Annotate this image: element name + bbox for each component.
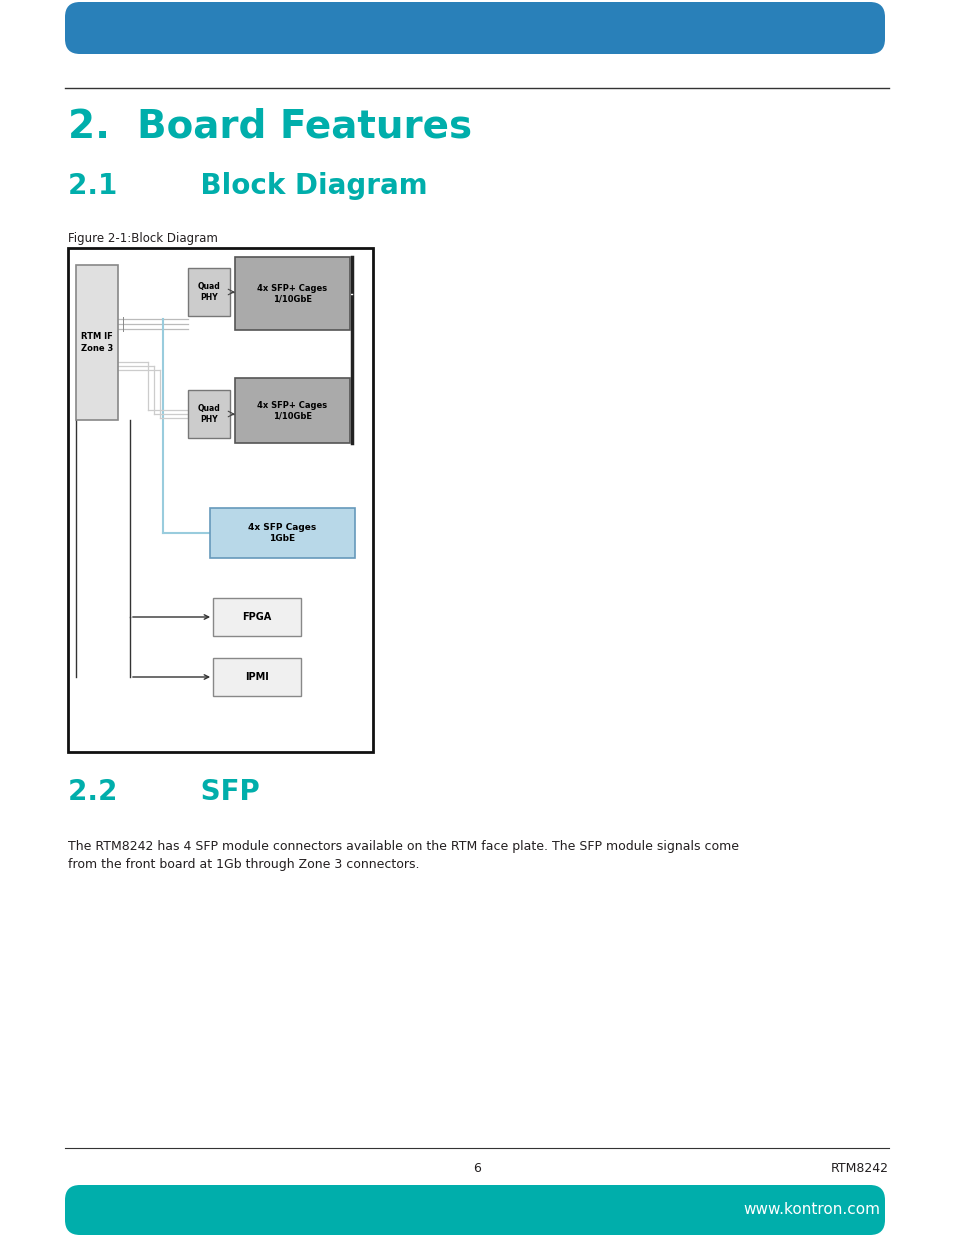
Text: Quad
PHY: Quad PHY — [197, 404, 220, 424]
Bar — [188, 390, 230, 438]
Text: 4x SFP+ Cages
1/10GbE: 4x SFP+ Cages 1/10GbE — [257, 401, 327, 420]
Bar — [76, 266, 118, 420]
Text: RTM IF
Zone 3: RTM IF Zone 3 — [81, 332, 113, 353]
FancyBboxPatch shape — [65, 1186, 884, 1235]
Text: Figure 2-1:Block Diagram: Figure 2-1:Block Diagram — [68, 232, 217, 245]
FancyBboxPatch shape — [65, 2, 884, 54]
Text: 2.2   SFP: 2.2 SFP — [68, 778, 259, 806]
Bar — [234, 257, 350, 330]
Bar — [188, 268, 230, 316]
Text: from the front board at 1Gb through Zone 3 connectors.: from the front board at 1Gb through Zone… — [68, 858, 419, 871]
Text: 2.1   Block Diagram: 2.1 Block Diagram — [68, 172, 427, 200]
Text: RTM8242: RTM8242 — [830, 1162, 888, 1174]
Bar — [68, 248, 373, 752]
Text: 2.  Board Features: 2. Board Features — [68, 107, 472, 146]
Text: 4x SFP+ Cages
1/10GbE: 4x SFP+ Cages 1/10GbE — [257, 284, 327, 304]
Bar — [213, 658, 301, 697]
Text: The RTM8242 has 4 SFP module connectors available on the RTM face plate. The SFP: The RTM8242 has 4 SFP module connectors … — [68, 840, 739, 853]
Text: IPMI: IPMI — [245, 672, 269, 682]
Text: FPGA: FPGA — [242, 613, 272, 622]
Bar — [234, 378, 350, 443]
Bar — [213, 598, 301, 636]
Bar — [210, 508, 355, 558]
Text: 6: 6 — [473, 1162, 480, 1174]
Text: www.kontron.com: www.kontron.com — [742, 1203, 879, 1218]
Text: 4x SFP Cages
1GbE: 4x SFP Cages 1GbE — [248, 524, 316, 542]
Text: Quad
PHY: Quad PHY — [197, 283, 220, 301]
